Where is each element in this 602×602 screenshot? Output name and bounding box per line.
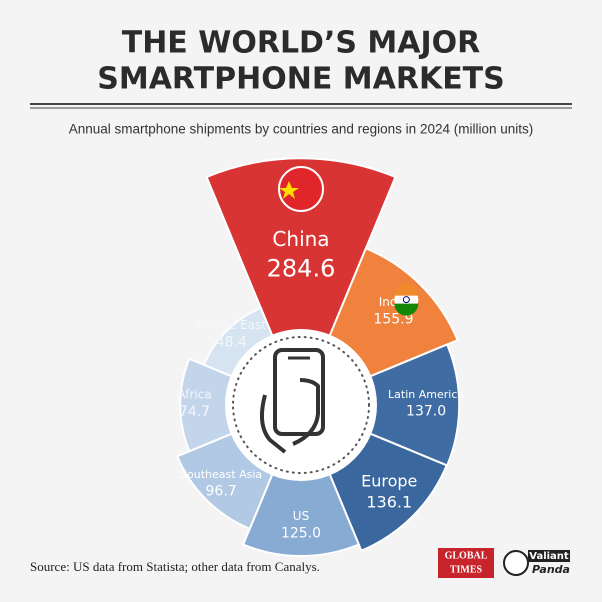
center-icon [225,329,377,481]
flag-band [394,303,419,316]
logo-box [528,550,570,562]
center-circle [225,329,377,481]
panda-icon [503,550,529,576]
logo-text: Panda [532,563,570,576]
value-label: 136.1 [366,492,412,511]
phone [273,348,325,436]
flag-china [278,165,324,212]
category-label: Europe [361,472,417,491]
value-label: 125.0 [281,526,321,542]
title-line: SMARTPHONE MARKETS [97,62,505,97]
dotted-ring [232,336,370,474]
sector [298,343,461,467]
value-label: 155.9 [373,312,413,328]
value-label: 137.0 [406,404,446,420]
value-label: 284.6 [267,254,336,282]
sector [205,157,397,408]
category-label: Africa [177,388,211,402]
value-label: 96.7 [206,484,237,500]
source: Source: US data from Statista; other dat… [30,559,320,574]
hand [259,378,320,454]
logo-text: TIMES [450,564,483,575]
category-label: Middle East [197,318,267,332]
category-label: Latin America [388,388,464,401]
subtitle: Annual smartphone shipments by countries… [69,122,534,137]
value-label: 74.7 [179,404,210,420]
flag-wheel [402,296,410,304]
category-label: Southeast Asia [180,468,262,481]
flag-band [394,283,419,296]
logo-text: Valiant [529,551,569,562]
category-label: US [293,509,309,523]
category-label: China [272,227,329,251]
logo-box [438,548,494,578]
flag-star [279,180,299,199]
value-label: 48.4 [216,335,247,351]
logo-text: GLOBAL [445,550,488,561]
title-line: THE WORLD’S MAJOR [122,26,481,61]
